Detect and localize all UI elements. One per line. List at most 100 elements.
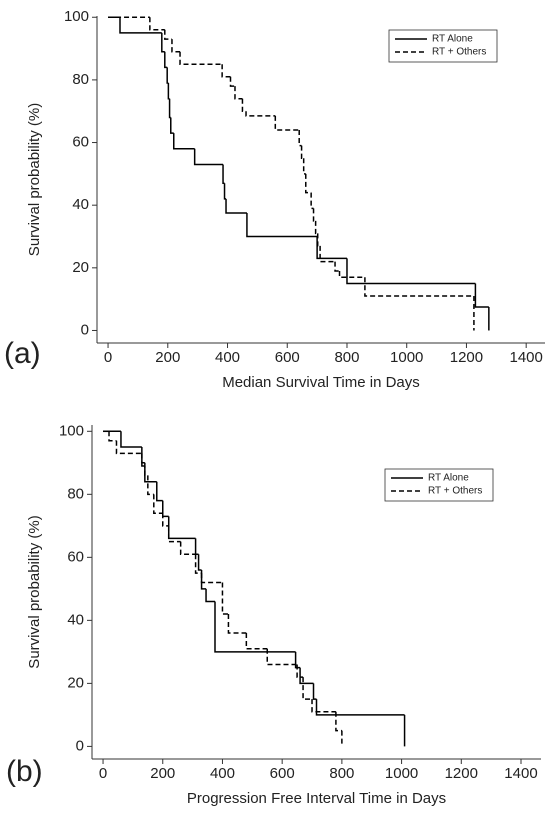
legend: RT Alone RT + Others (388, 29, 498, 63)
survival-step (245, 632, 268, 650)
survival-step (168, 98, 171, 119)
survival-step (167, 83, 170, 100)
y-tick-label: 20 (72, 259, 89, 276)
survival-step (120, 431, 142, 448)
legend: RT Alone RT + Others (384, 468, 494, 502)
y-tick-label: 0 (76, 737, 84, 754)
y-tick-label: 20 (67, 674, 84, 691)
x-axis-label: Progression Free Interval Time in Days (187, 790, 446, 807)
survival-step (161, 32, 165, 53)
survival-step (246, 213, 318, 238)
x-tick-label: 1200 (450, 349, 483, 366)
survival-step (108, 431, 117, 442)
x-tick-label: 1400 (509, 349, 542, 366)
survival-step (171, 39, 181, 53)
y-tick-label: 100 (64, 8, 89, 25)
x-tick-label: 800 (334, 349, 359, 366)
legend-label: RT Alone (428, 473, 469, 484)
survival-step (205, 588, 215, 603)
y-tick-label: 100 (59, 422, 84, 439)
x-tick-label: 600 (270, 765, 295, 782)
y-tick-label: 80 (67, 485, 84, 502)
survival-step (234, 86, 243, 100)
survival-step (149, 17, 165, 31)
y-tick-label: 80 (72, 71, 89, 88)
survival-step (296, 664, 304, 678)
legend-label: RT Alone (432, 34, 473, 45)
survival-step (167, 516, 196, 540)
survival-step (147, 475, 154, 496)
survival-step (144, 465, 157, 483)
survival-step (302, 158, 306, 175)
x-tick-label: 400 (210, 765, 235, 782)
survival-step (221, 64, 231, 78)
survival-step (200, 569, 207, 590)
x-tick-label: 0 (104, 349, 112, 366)
survival-step (346, 258, 476, 285)
survival-step (314, 220, 318, 235)
survival-step (197, 554, 202, 571)
survival-step (474, 283, 489, 308)
survival-step (364, 277, 474, 297)
survival-step (316, 236, 347, 260)
x-tick-label: 200 (150, 765, 175, 782)
y-axis-label: Survival probability (%) (26, 103, 43, 256)
survival-step (311, 699, 336, 713)
survival-step (299, 667, 314, 685)
survival-step (338, 270, 365, 278)
survival-step (245, 111, 276, 117)
survival-step (312, 683, 317, 700)
survival-step (334, 261, 340, 272)
survival-step (214, 601, 296, 653)
y-tick-label: 60 (67, 548, 84, 565)
survival-step (302, 677, 313, 700)
y-axis-label: Survival probability (%) (26, 515, 43, 668)
survival-step (316, 233, 321, 247)
x-tick-label: 600 (275, 349, 300, 366)
survival-step (266, 648, 298, 666)
x-tick-label: 400 (215, 349, 240, 366)
x-tick-label: 0 (99, 765, 107, 782)
x-tick-label: 1000 (385, 765, 418, 782)
survival-step (305, 173, 312, 194)
legend-label: RT + Others (428, 486, 482, 497)
survival-step (221, 582, 229, 615)
x-tick-label: 800 (329, 765, 354, 782)
survival-step (162, 513, 169, 527)
survival-step (115, 440, 142, 455)
survival-step (310, 192, 314, 210)
survival-step (167, 525, 181, 543)
survival-step (241, 98, 247, 112)
survival-step (162, 500, 169, 518)
survival-step (229, 76, 235, 87)
survival-step (194, 538, 199, 555)
survival-step (300, 145, 304, 159)
survival-step (156, 481, 163, 502)
y-tick-label: 0 (81, 321, 89, 338)
y-tick-label: 40 (67, 611, 84, 628)
legend-box (388, 29, 498, 63)
survival-step (173, 133, 195, 150)
survival-step (179, 51, 223, 65)
y-tick-label: 60 (72, 134, 89, 151)
x-tick-label: 1000 (390, 349, 423, 366)
panel-label: (b) (6, 755, 43, 788)
x-tick-label: 1200 (445, 765, 478, 782)
survival-step (164, 29, 172, 40)
survival-step (179, 541, 196, 555)
survival-step (319, 245, 336, 263)
survival-step (223, 183, 227, 200)
legend-label: RT + Others (432, 47, 486, 58)
panel-label: (a) (4, 337, 41, 370)
survival-step (144, 462, 148, 477)
survival-step (119, 17, 162, 34)
survival-step (194, 554, 202, 574)
survival-step (274, 115, 300, 131)
survival-step (227, 614, 247, 634)
x-tick-label: 1400 (504, 765, 537, 782)
x-tick-label: 200 (155, 349, 180, 366)
survival-step (294, 651, 301, 669)
x-axis-label: Median Survival Time in Days (222, 374, 420, 391)
